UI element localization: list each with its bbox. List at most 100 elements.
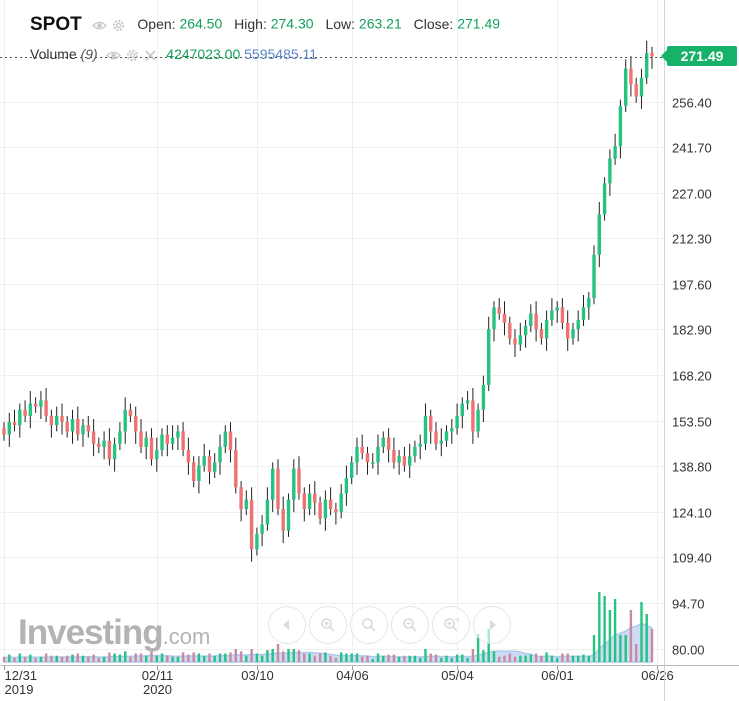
time-tick-label: 03/10 xyxy=(241,668,274,683)
volume-bar xyxy=(392,654,396,662)
volume-pane xyxy=(2,592,654,663)
price-tick-label: 153.50 xyxy=(672,415,712,430)
time-tick-label: 04/06 xyxy=(336,668,369,683)
high-value: 274.30 xyxy=(270,15,314,32)
candle-body xyxy=(434,431,438,444)
price-tick-label: 109.40 xyxy=(672,551,712,566)
candle-body xyxy=(18,409,22,426)
candle-body xyxy=(234,450,238,488)
volume-bar xyxy=(545,652,548,662)
volume-bar xyxy=(513,656,517,662)
zoom-out-icon[interactable] xyxy=(391,606,429,644)
candle-body xyxy=(455,415,459,429)
volume-bar xyxy=(8,654,11,662)
gear-icon[interactable] xyxy=(111,18,126,33)
eye-icon[interactable] xyxy=(105,48,121,63)
candle-body xyxy=(160,434,164,450)
candle-body xyxy=(244,499,248,509)
volume-title: Volume (9) xyxy=(30,46,98,62)
volume-bar xyxy=(166,655,169,662)
volume-bar xyxy=(471,649,475,662)
candle-body xyxy=(265,499,270,525)
candle-body xyxy=(297,468,301,494)
volume-bar xyxy=(297,650,301,662)
candle-body xyxy=(534,313,538,330)
volume-bar xyxy=(613,599,617,662)
volume-bar xyxy=(250,649,253,662)
volume-bar xyxy=(187,654,190,662)
volume-bar xyxy=(292,649,295,662)
volume-bar xyxy=(534,653,538,662)
candle-body xyxy=(7,422,11,435)
candle-body xyxy=(571,329,575,339)
candle-body xyxy=(28,403,32,416)
volume-bar xyxy=(492,651,496,662)
candle-body xyxy=(134,415,138,432)
gear-icon[interactable] xyxy=(125,48,140,63)
price-tick-label: 168.20 xyxy=(672,369,712,384)
candle-body xyxy=(613,146,617,159)
candle-body xyxy=(471,400,475,432)
volume-bar xyxy=(113,653,116,662)
volume-bar xyxy=(619,635,622,662)
candle-body xyxy=(497,307,501,314)
candle-body xyxy=(587,298,591,308)
candle-body xyxy=(155,450,159,460)
candle-body xyxy=(213,462,217,472)
candle-body xyxy=(128,409,133,416)
close-value: 271.49 xyxy=(457,15,501,32)
volume-bar xyxy=(271,649,274,662)
scroll-right-icon[interactable] xyxy=(473,606,511,644)
volume-bar xyxy=(355,653,359,662)
candle-body xyxy=(581,307,586,320)
candle-body xyxy=(123,409,127,432)
candle-body xyxy=(608,158,612,184)
candle-body xyxy=(307,493,312,509)
candle-body xyxy=(286,499,291,531)
volume-bar xyxy=(18,653,21,662)
volume-bar xyxy=(324,652,327,662)
volume-bar xyxy=(108,652,111,662)
volume-bar xyxy=(461,654,464,662)
volume-bar xyxy=(366,655,369,662)
candle-body xyxy=(444,431,449,441)
zoom-reset-icon[interactable] xyxy=(350,606,388,644)
candle-body xyxy=(97,443,101,447)
candle-body xyxy=(439,440,443,444)
candle-body xyxy=(492,307,496,330)
candle-body xyxy=(249,499,254,550)
candle-body xyxy=(576,319,580,330)
candle-body xyxy=(476,409,480,432)
scroll-left-icon[interactable] xyxy=(268,606,306,644)
volume-bar xyxy=(87,656,90,662)
volume-bar xyxy=(450,657,453,662)
zoom-in-icon[interactable] xyxy=(309,606,347,644)
candle-body xyxy=(465,400,470,404)
candle-body xyxy=(339,493,343,513)
candle-body xyxy=(397,456,401,463)
logo-suffix-text: .com xyxy=(162,624,211,649)
candles xyxy=(2,40,654,562)
candle-body xyxy=(518,335,522,345)
candle-body xyxy=(634,84,638,97)
ticker-symbol: SPOT xyxy=(30,14,82,35)
zoom-max-icon[interactable] xyxy=(432,606,470,644)
volume-bar xyxy=(118,654,122,662)
volume-period: (9) xyxy=(80,46,98,62)
volume-bar xyxy=(582,654,585,662)
candle-body xyxy=(165,434,169,444)
volume-bar xyxy=(561,653,564,662)
volume-bar xyxy=(408,655,411,662)
candle-body xyxy=(386,437,391,450)
volume-bar xyxy=(255,653,259,662)
volume-bar xyxy=(34,657,37,662)
eye-icon[interactable] xyxy=(91,18,107,33)
candle-body xyxy=(60,415,64,423)
candle-body xyxy=(408,456,412,466)
volume-bar xyxy=(482,650,485,662)
close-icon[interactable] xyxy=(143,48,158,63)
candle-body xyxy=(239,487,243,509)
volume-bar xyxy=(102,656,106,662)
